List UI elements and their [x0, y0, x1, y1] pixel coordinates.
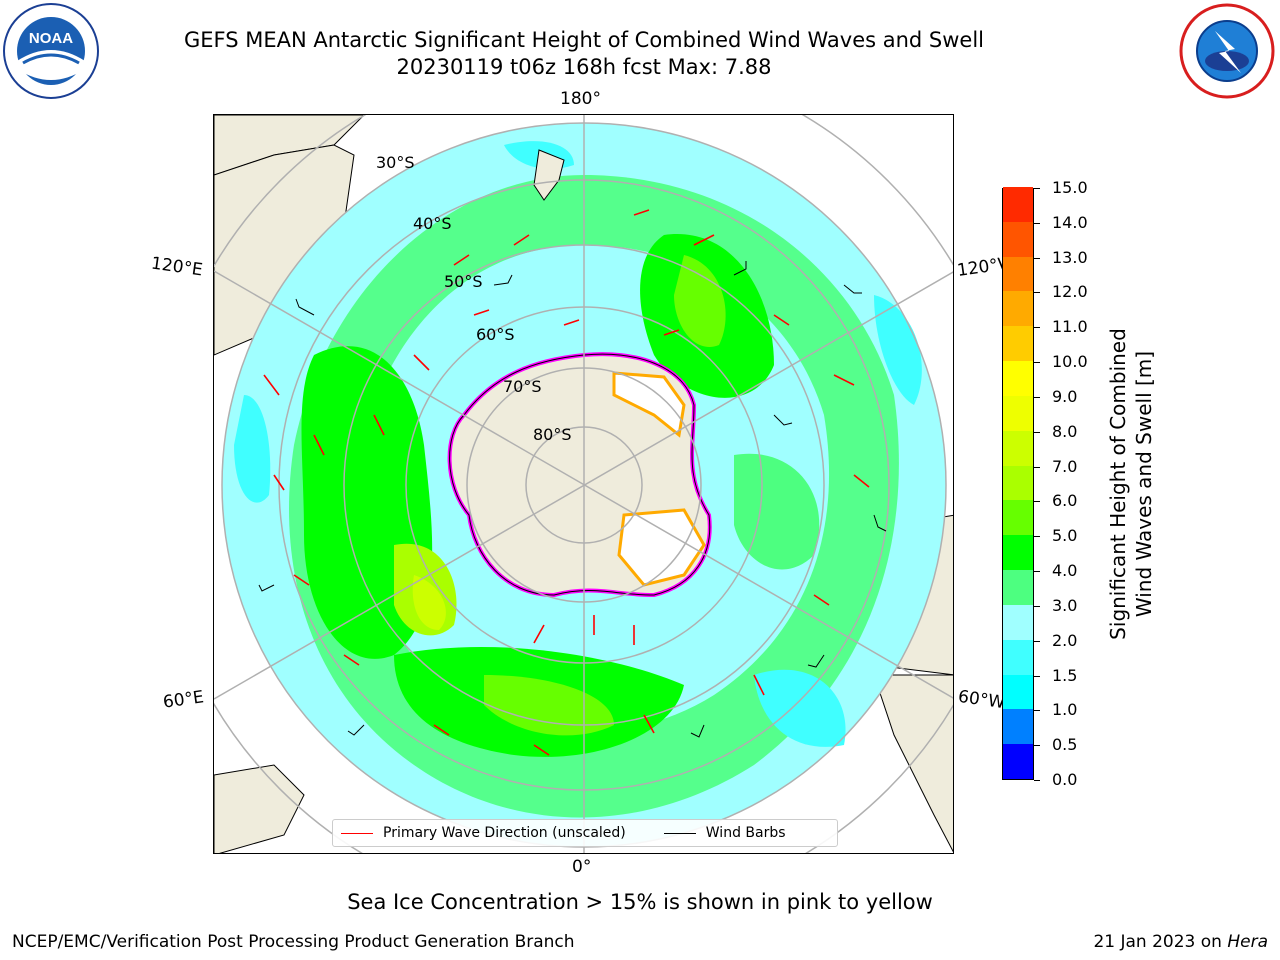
colorbar-tick — [1034, 605, 1040, 607]
colorbar-segment — [1003, 674, 1033, 710]
lat-label-30s: 30°S — [376, 153, 415, 172]
colorbar-segment — [1003, 708, 1033, 745]
lat-label-40s: 40°S — [413, 214, 452, 233]
noaa-logo-text: NOAA — [29, 30, 73, 47]
polar-map — [214, 115, 953, 853]
colorbar-segment — [1003, 534, 1033, 571]
lon-label-180: 180° — [560, 89, 601, 109]
colorbar-segment — [1003, 290, 1033, 327]
colorbar-tick — [1034, 536, 1040, 538]
legend-wind-barbs-label: Wind Barbs — [705, 825, 786, 841]
colorbar-tick — [1034, 640, 1040, 642]
colorbar-tick-label: 15.0 — [1052, 178, 1088, 197]
colorbar-segment — [1003, 186, 1033, 222]
colorbar-tick — [1034, 327, 1040, 329]
colorbar-tick — [1034, 675, 1040, 677]
colorbar-tick — [1034, 222, 1040, 224]
colorbar-tick-label: 0.5 — [1052, 735, 1078, 755]
colorbar-tick-label: 6.0 — [1052, 491, 1078, 511]
lat-label-50s: 50°S — [444, 272, 483, 291]
footer-host: Hera — [1227, 932, 1268, 952]
colorbar-tick — [1034, 466, 1040, 468]
colorbar-tick-label: 7.0 — [1052, 456, 1078, 476]
colorbar-tick-label: 13.0 — [1052, 247, 1088, 267]
colorbar-tick-label: 14.0 — [1052, 212, 1088, 232]
longitude-lines — [214, 115, 953, 853]
wave-direction-arrows — [263, 209, 870, 756]
colorbar-segment — [1003, 569, 1033, 605]
colorbar-tick — [1034, 745, 1040, 747]
weddell-sea-ice — [617, 508, 706, 587]
map-panel: 30°S 40°S 50°S 60°S 70°S 80°S Primary Wa… — [213, 114, 954, 854]
lon-label-60e: 60°E — [161, 687, 206, 713]
colorbar-tick — [1034, 501, 1040, 503]
ross-sea-ice — [612, 371, 686, 438]
footer-branch: NCEP/EMC/Verification Post Processing Pr… — [12, 932, 575, 952]
lat-label-80s: 80°S — [533, 425, 572, 444]
colorbar-tick-label: 1.5 — [1052, 665, 1078, 685]
colorbar-tick — [1034, 780, 1040, 781]
map-legend: Primary Wave Direction (unscaled) Wind B… — [332, 819, 838, 847]
chart-subtitle: 20230119 t06z 168h fcst Max: 7.88 — [396, 55, 772, 79]
lon-label-120e: 120°E — [149, 253, 204, 281]
lon-label-0: 0° — [572, 857, 592, 877]
colorbar-segment — [1003, 743, 1033, 779]
colorbar-tick-label: 5.0 — [1052, 526, 1078, 546]
colorbar-segment — [1003, 465, 1033, 501]
colorbar-tick — [1034, 188, 1040, 189]
colorbar-title: Significant Height of Combined Wind Waves… — [1101, 188, 1161, 780]
colorbar-tick — [1034, 710, 1040, 712]
colorbar-title-line2: Wind Waves and Swell [m] — [1132, 350, 1156, 618]
colorbar-tick-label: 4.0 — [1052, 561, 1078, 581]
colorbar-tick-label: 11.0 — [1052, 317, 1088, 337]
colorbar-tick — [1034, 292, 1040, 294]
new-zealand-landmass — [533, 149, 565, 201]
colorbar-tick-label: 12.0 — [1052, 282, 1088, 302]
colorbar-segment — [1003, 430, 1033, 466]
africa-landmass — [214, 764, 305, 853]
colorbar-tick-label: 0.0 — [1052, 770, 1078, 789]
colorbar-segment — [1003, 604, 1033, 640]
legend-primary-wave: Primary Wave Direction (unscaled) — [333, 825, 626, 841]
colorbar-segment — [1003, 221, 1033, 257]
colorbar-tick-label: 3.0 — [1052, 595, 1078, 615]
lat-label-70s: 70°S — [503, 377, 542, 396]
red-line-icon — [341, 832, 373, 834]
legend-wind-barbs: Wind Barbs — [656, 825, 786, 841]
colorbar-segment — [1003, 325, 1033, 362]
colorbar-segment — [1003, 395, 1033, 431]
colorbar-tick — [1034, 571, 1040, 573]
colorbar-title-line1: Significant Height of Combined — [1106, 328, 1130, 640]
colorbar-segment — [1003, 360, 1033, 396]
colorbar-tick — [1034, 257, 1040, 259]
lat-label-60s: 60°S — [476, 325, 515, 344]
colorbar-segment — [1003, 499, 1033, 536]
colorbar-segment — [1003, 639, 1033, 675]
colorbar-tick-label: 2.0 — [1052, 630, 1078, 650]
wind-barbs — [258, 261, 887, 738]
black-line-icon — [663, 832, 696, 834]
colorbar-tick-label: 10.0 — [1052, 352, 1088, 372]
colorbar-tick-label: 8.0 — [1052, 421, 1078, 441]
colorbar-tick — [1034, 396, 1040, 398]
legend-primary-label: Primary Wave Direction (unscaled) — [383, 825, 626, 841]
sea-ice-note: Sea Ice Concentration > 15% is shown in … — [347, 890, 933, 914]
nws-logo-icon — [1179, 3, 1275, 103]
colorbar — [1002, 186, 1034, 780]
footer-date-text: 21 Jan 2023 on — [1093, 932, 1228, 952]
noaa-logo-icon: NOAA — [3, 3, 99, 103]
colorbar-segment — [1003, 256, 1033, 292]
lon-label-60w: 60°W — [956, 686, 1007, 714]
footer-date: 21 Jan 2023 on Hera — [1093, 932, 1268, 952]
colorbar-tick-label: 1.0 — [1052, 700, 1078, 720]
chart-title: GEFS MEAN Antarctic Significant Height o… — [183, 28, 985, 52]
colorbar-tick — [1034, 362, 1040, 364]
colorbar-tick-label: 9.0 — [1052, 386, 1078, 406]
colorbar-tick — [1034, 431, 1040, 433]
